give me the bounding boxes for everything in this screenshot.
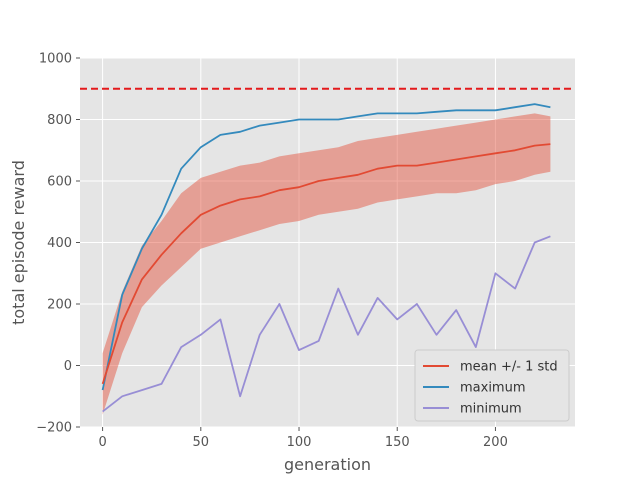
std-band (102, 113, 551, 415)
y-axis-label: total episode reward (9, 160, 28, 325)
legend-box (414, 349, 570, 422)
y-tick-label-1: 0 (64, 359, 72, 374)
x-axis-label: generation (284, 455, 371, 474)
x-axis-ticks: 0 50 100 150 200 (98, 427, 508, 450)
y-tick-label-6: 1000 (39, 52, 72, 67)
series-line-0 (101, 143, 551, 385)
y-axis-ticks: −200 0 200 400 600 800 1000 (36, 52, 80, 436)
legend-label-minimum: minimum (460, 402, 522, 417)
y-tick-label-0: −200 (36, 421, 72, 436)
series-line-2 (102, 235, 551, 413)
x-tick-label-0: 0 (98, 435, 106, 450)
y-tick-label-5: 800 (47, 113, 72, 128)
std-band-layer (102, 113, 551, 415)
y-tick-label-4: 600 (47, 175, 72, 190)
legend-label-maximum: maximum (460, 381, 526, 396)
x-tick-label-3: 150 (385, 435, 410, 450)
x-tick-label-2: 100 (287, 435, 312, 450)
x-tick-label-1: 50 (193, 435, 210, 450)
legend-label-mean: mean +/- 1 std (460, 360, 558, 375)
series-lines (101, 103, 551, 413)
x-tick-label-4: 200 (483, 435, 508, 450)
y-tick-label-2: 200 (47, 298, 72, 313)
series-line-1 (101, 103, 551, 391)
y-tick-label-3: 400 (47, 236, 72, 251)
legend: mean +/- 1 std maximum minimum (414, 349, 570, 422)
